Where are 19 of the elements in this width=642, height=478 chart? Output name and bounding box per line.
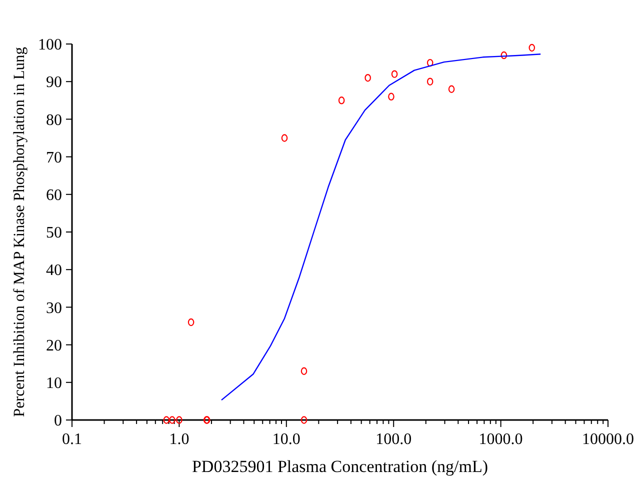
x-tick-label: 10.0 xyxy=(272,431,300,448)
y-tick-label: 100 xyxy=(38,36,62,54)
y-tick-label: 0 xyxy=(54,412,62,430)
y-tick-label: 10 xyxy=(46,375,62,392)
x-tick-label: 1000.0 xyxy=(478,431,523,448)
y-tick-label: 40 xyxy=(46,262,62,280)
y-tick-label: 60 xyxy=(46,187,62,204)
y-tick-label: 50 xyxy=(46,224,62,242)
x-tick-label: 1.0 xyxy=(169,431,190,448)
y-axis-title: Percent Inhibition of MAP Kinase Phosphorylation in Lung xyxy=(11,46,28,418)
x-tick-label: 0.1 xyxy=(62,431,82,448)
x-axis-title: PD0325901 Plasma Concentration (ng/mL) xyxy=(192,457,488,476)
y-tick-label: 30 xyxy=(46,300,62,317)
y-tick-label: 90 xyxy=(46,74,62,92)
y-tick-label: 20 xyxy=(46,337,62,354)
y-tick-label: 80 xyxy=(46,112,62,129)
x-tick-label: 100.0 xyxy=(376,431,412,448)
y-tick-label: 70 xyxy=(46,149,62,166)
x-tick-label: 10000.0 xyxy=(582,431,634,448)
